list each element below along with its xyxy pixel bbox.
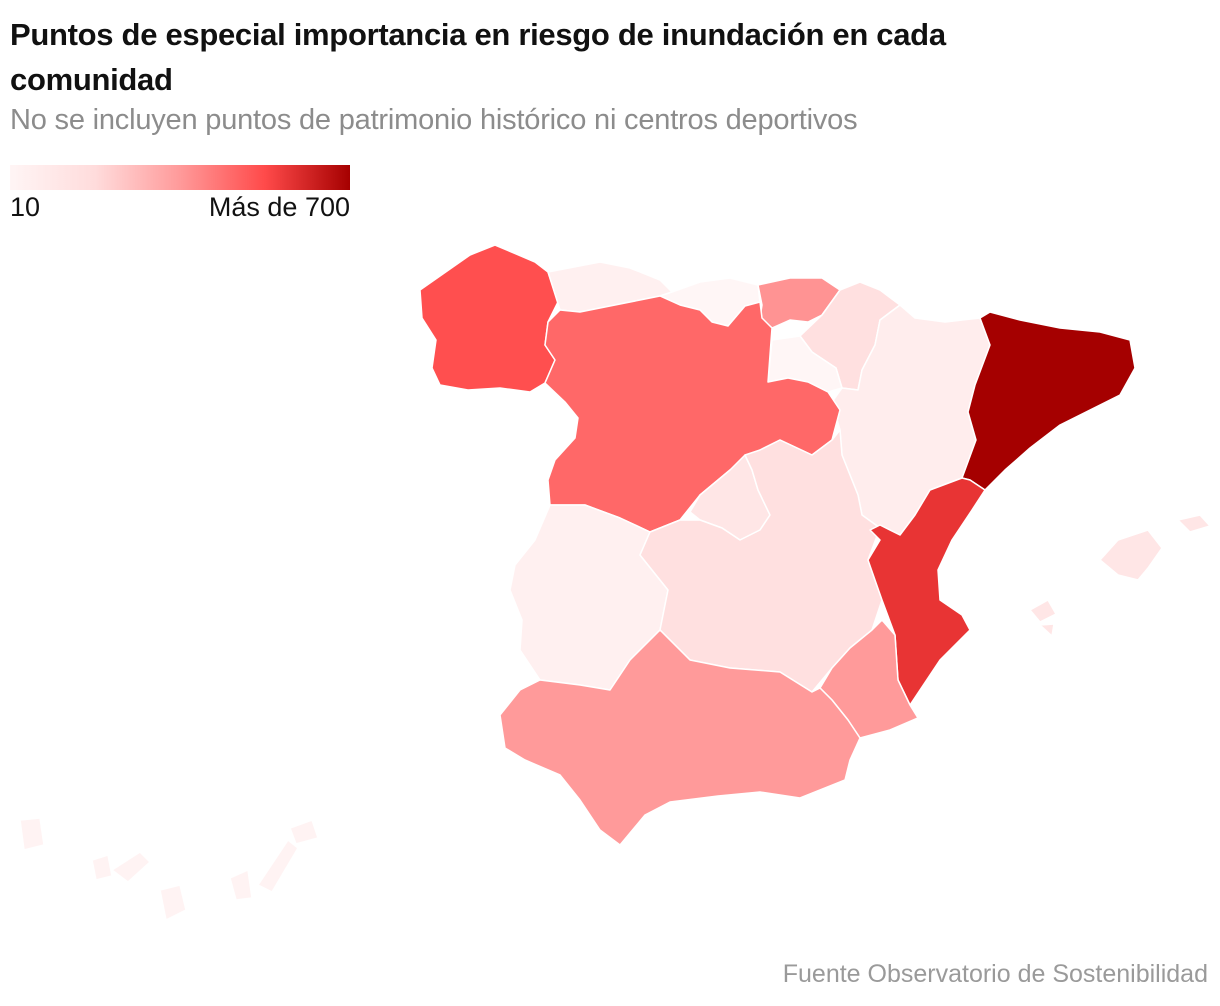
legend-max-label: Más de 700 <box>208 192 350 222</box>
region-galicia[interactable] <box>419 244 559 393</box>
region-canarias[interactable] <box>19 817 319 921</box>
region-comunidad-valenciana[interactable] <box>867 477 986 706</box>
legend-gradient-bar <box>10 165 350 190</box>
region-islas-baleares[interactable] <box>1029 514 1211 637</box>
region-andalucia[interactable] <box>499 629 861 846</box>
legend-min-label: 10 <box>10 192 41 222</box>
region-cataluna[interactable] <box>961 311 1136 491</box>
chart-subtitle: No se incluyen puntos de patrimonio hist… <box>10 104 858 136</box>
legend-labels: 10 Más de 700 <box>10 192 350 223</box>
spain-choropleth-map <box>19 244 1211 921</box>
chart-title: Puntos de especial importancia en riesgo… <box>10 17 946 97</box>
region-murcia[interactable] <box>819 619 919 739</box>
color-legend: 10 Más de 700 <box>10 165 350 223</box>
source-credit: Fuente Observatorio de Sostenibilidad <box>782 960 1208 988</box>
